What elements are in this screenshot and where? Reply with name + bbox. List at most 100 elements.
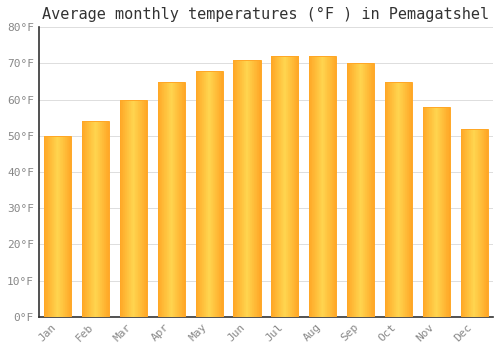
Bar <box>429 107 430 317</box>
Bar <box>474 128 475 317</box>
Bar <box>348 63 349 317</box>
Bar <box>472 128 473 317</box>
Bar <box>470 128 472 317</box>
Bar <box>208 71 209 317</box>
Bar <box>333 56 334 317</box>
Bar <box>435 107 436 317</box>
Bar <box>96 121 97 317</box>
Bar <box>134 100 135 317</box>
Bar <box>449 107 450 317</box>
Bar <box>332 56 333 317</box>
Bar <box>70 136 71 317</box>
Bar <box>385 82 386 317</box>
Bar <box>401 82 402 317</box>
Bar <box>97 121 98 317</box>
Bar <box>397 82 398 317</box>
Bar <box>479 128 480 317</box>
Bar <box>91 121 92 317</box>
Bar <box>68 136 70 317</box>
Bar <box>432 107 433 317</box>
Bar <box>50 136 51 317</box>
Bar <box>181 82 182 317</box>
Bar <box>61 136 62 317</box>
Bar <box>52 136 53 317</box>
Bar <box>360 63 362 317</box>
Bar <box>137 100 138 317</box>
Bar <box>484 128 485 317</box>
Bar <box>53 136 54 317</box>
Bar <box>436 107 437 317</box>
Bar <box>272 56 274 317</box>
Bar <box>483 128 484 317</box>
Bar <box>159 82 160 317</box>
Bar <box>352 63 353 317</box>
Bar <box>245 60 246 317</box>
Bar <box>218 71 219 317</box>
Bar <box>89 121 90 317</box>
Bar <box>120 100 147 317</box>
Bar <box>468 128 469 317</box>
Bar <box>132 100 133 317</box>
Bar <box>335 56 336 317</box>
Bar <box>163 82 164 317</box>
Bar <box>368 63 369 317</box>
Bar <box>222 71 223 317</box>
Bar <box>145 100 146 317</box>
Bar <box>201 71 202 317</box>
Bar <box>47 136 48 317</box>
Bar <box>182 82 183 317</box>
Bar <box>70 136 72 317</box>
Bar <box>240 60 241 317</box>
Bar <box>287 56 288 317</box>
Bar <box>242 60 243 317</box>
Bar <box>480 128 481 317</box>
Bar <box>144 100 145 317</box>
Bar <box>216 71 218 317</box>
Bar <box>60 136 61 317</box>
Bar <box>82 121 109 317</box>
Bar <box>214 71 216 317</box>
Bar <box>359 63 360 317</box>
Bar <box>126 100 128 317</box>
Bar <box>271 56 272 317</box>
Bar <box>255 60 256 317</box>
Bar <box>322 56 323 317</box>
Bar <box>62 136 64 317</box>
Bar <box>274 56 276 317</box>
Bar <box>422 107 424 317</box>
Bar <box>124 100 126 317</box>
Bar <box>309 56 310 317</box>
Bar <box>368 63 370 317</box>
Bar <box>473 128 474 317</box>
Bar <box>440 107 441 317</box>
Bar <box>178 82 179 317</box>
Bar <box>98 121 99 317</box>
Bar <box>130 100 131 317</box>
Bar <box>428 107 429 317</box>
Bar <box>246 60 247 317</box>
Bar <box>88 121 89 317</box>
Bar <box>284 56 285 317</box>
Bar <box>350 63 351 317</box>
Bar <box>310 56 311 317</box>
Bar <box>276 56 277 317</box>
Bar <box>100 121 101 317</box>
Bar <box>385 82 412 317</box>
Bar <box>399 82 400 317</box>
Bar <box>207 71 208 317</box>
Bar <box>130 100 132 317</box>
Bar <box>439 107 440 317</box>
Bar <box>95 121 96 317</box>
Bar <box>370 63 371 317</box>
Bar <box>296 56 297 317</box>
Bar <box>291 56 292 317</box>
Bar <box>309 56 336 317</box>
Bar <box>402 82 404 317</box>
Bar <box>106 121 107 317</box>
Bar <box>198 71 199 317</box>
Bar <box>393 82 394 317</box>
Bar <box>392 82 393 317</box>
Bar <box>371 63 372 317</box>
Bar <box>234 60 260 317</box>
Bar <box>357 63 358 317</box>
